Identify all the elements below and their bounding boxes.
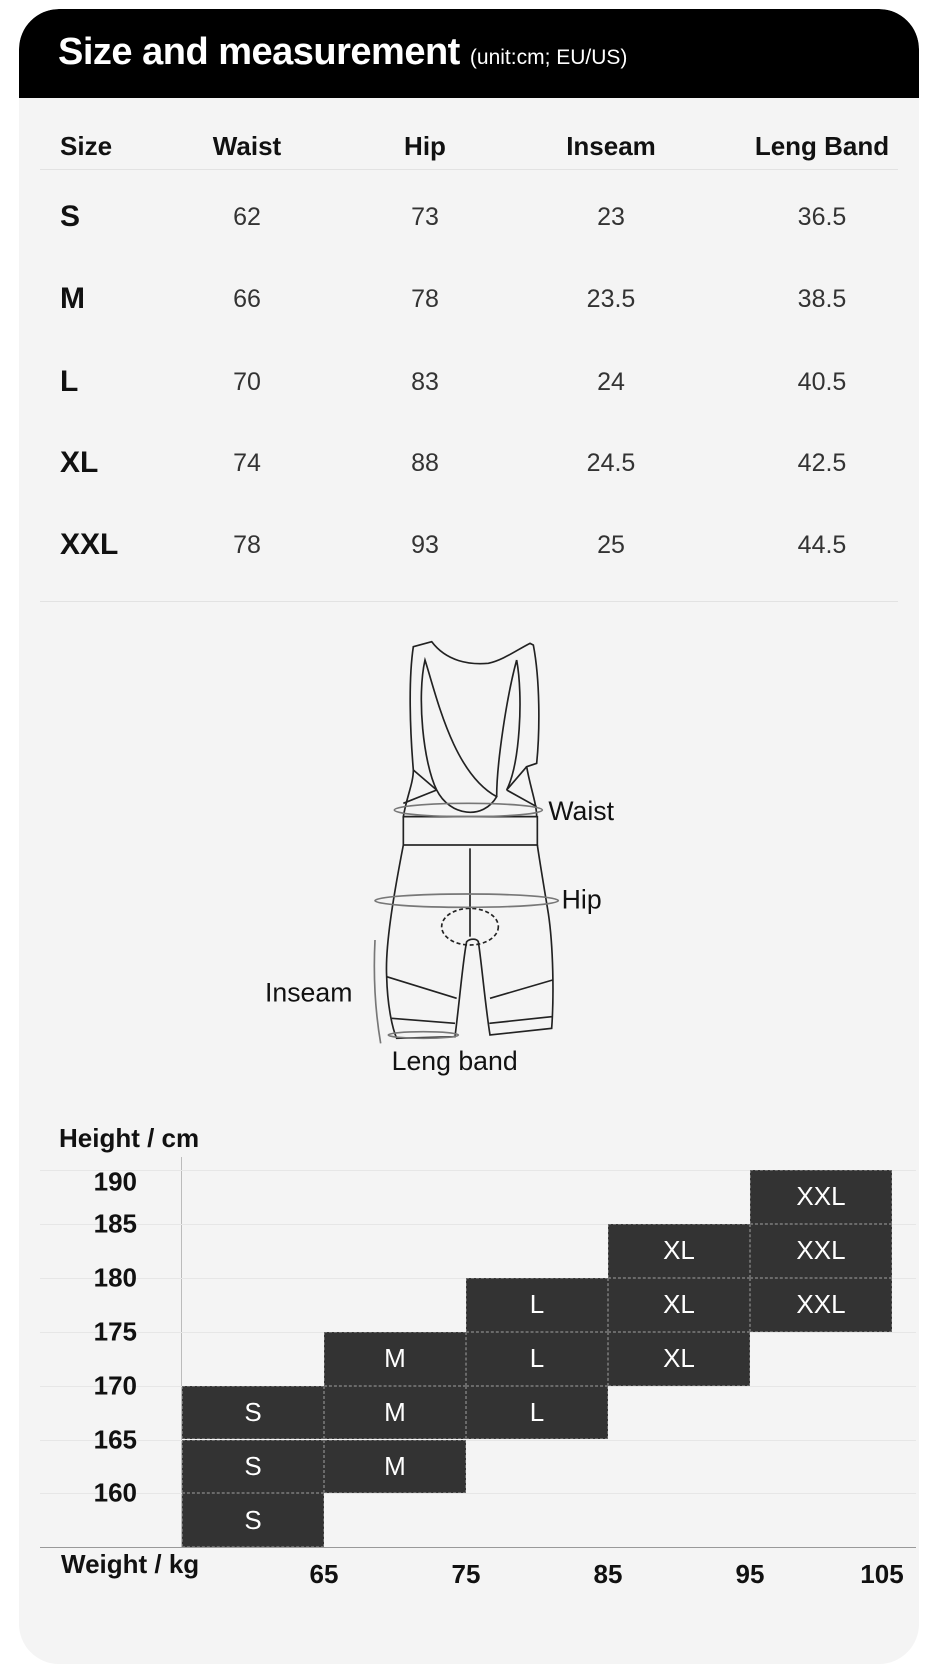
bib-shorts-diagram: Waist Hip Inseam Leng band <box>265 640 615 1076</box>
value-cell: 36.5 <box>797 203 847 231</box>
value-cell: 83 <box>411 368 439 396</box>
size-cell-m: M <box>324 1439 466 1494</box>
x-tick-label: 95 <box>735 1559 765 1589</box>
pad-outline <box>440 907 500 946</box>
size-cell-l: L <box>466 1385 608 1440</box>
y-tick-label: 175 <box>93 1316 137 1347</box>
title-text: Size and measurement <box>58 31 460 73</box>
value-cell: 38.5 <box>797 285 847 313</box>
waist-measure-line <box>393 802 544 818</box>
value-cell: 44.5 <box>797 531 847 559</box>
value-cell: 73 <box>411 203 439 231</box>
grid-line <box>40 1223 916 1225</box>
divider <box>40 601 898 602</box>
y-tick-label: 160 <box>93 1477 137 1508</box>
unit-note: (unit:cm; EU/US) <box>469 46 628 69</box>
size-cell-xl: XL <box>608 1331 750 1386</box>
column-header: Waist <box>212 131 282 161</box>
grid-line <box>40 1170 916 1171</box>
size-cell-xxl: XXL <box>750 1170 892 1224</box>
value-cell: 66 <box>233 285 261 313</box>
y-tick-label: 180 <box>93 1262 137 1293</box>
value-cell: 40.5 <box>797 368 847 396</box>
size-cell: M <box>60 282 85 315</box>
column-header: Hip <box>404 131 446 161</box>
size-cell-xl: XL <box>608 1223 750 1278</box>
value-cell: 23 <box>597 203 625 231</box>
y-tick-label: 185 <box>93 1208 137 1239</box>
value-cell: 24.5 <box>586 449 636 477</box>
size-cell-s: S <box>182 1385 324 1440</box>
column-header: Leng Band <box>754 131 890 161</box>
size-cell: XXL <box>60 528 119 561</box>
value-cell: 88 <box>411 449 439 477</box>
x-tick-label: 105 <box>860 1559 904 1589</box>
value-cell: 25 <box>597 531 625 559</box>
left-strap <box>420 656 498 813</box>
hip-label: Hip <box>562 884 602 914</box>
column-header: Size <box>60 131 113 161</box>
size-cell-l: L <box>466 1277 608 1332</box>
y-tick-label: 170 <box>93 1370 137 1401</box>
x-axis-label: Weight / kg <box>61 1549 200 1579</box>
size-cell: XL <box>60 446 99 479</box>
size-cell-xxl: XXL <box>750 1223 892 1278</box>
value-cell: 78 <box>411 285 439 313</box>
leg-band-measure-line <box>387 1030 460 1040</box>
x-tick-label: 85 <box>593 1559 623 1589</box>
inseam-measure-line <box>373 939 382 1044</box>
column-header: Inseam <box>566 131 656 161</box>
hip-measure-line <box>374 893 560 909</box>
value-cell: 42.5 <box>797 449 847 477</box>
size-cell-s: S <box>182 1493 324 1548</box>
waistband <box>402 815 539 846</box>
inseam-label: Inseam <box>265 978 352 1008</box>
value-cell: 24 <box>597 368 625 396</box>
x-tick-label: 65 <box>309 1559 339 1589</box>
leg-band-label: Leng band <box>392 1046 518 1076</box>
header-bar: Size and measurement (unit:cm; EU/US) <box>19 9 919 98</box>
x-tick-label: 75 <box>451 1559 481 1589</box>
value-cell: 78 <box>233 531 261 559</box>
size-guide-card: Size and measurement (unit:cm; EU/US) Si… <box>19 9 919 1664</box>
x-axis-line <box>40 1547 916 1548</box>
grid-line <box>40 1493 916 1495</box>
value-cell: 70 <box>233 368 261 396</box>
size-cell: S <box>60 200 81 233</box>
size-cell-xl: XL <box>608 1277 750 1332</box>
value-cell: 23.5 <box>586 285 636 313</box>
value-cell: 74 <box>233 449 261 477</box>
page-title: Size and measurement (unit:cm; EU/US) <box>58 31 627 74</box>
value-cell: 93 <box>411 531 439 559</box>
grid-line <box>40 1439 916 1441</box>
y-tick-label: 190 <box>93 1166 137 1197</box>
size-cell-l: L <box>466 1331 608 1386</box>
bib-outline-icon <box>402 640 540 818</box>
size-cell-xxl: XXL <box>750 1277 892 1332</box>
size-cell-s: S <box>182 1439 324 1494</box>
size-cell-m: M <box>324 1385 466 1440</box>
size-cell-m: M <box>324 1331 466 1386</box>
size-cell: L <box>60 365 79 398</box>
value-cell: 62 <box>233 203 261 231</box>
waist-label: Waist <box>548 796 614 826</box>
right-strap <box>495 659 521 797</box>
shorts-outline <box>385 844 554 1040</box>
y-tick-label: 165 <box>93 1424 137 1454</box>
divider <box>40 169 898 170</box>
y-axis-line <box>181 1157 182 1547</box>
y-axis-label: Height / cm <box>59 1123 200 1153</box>
